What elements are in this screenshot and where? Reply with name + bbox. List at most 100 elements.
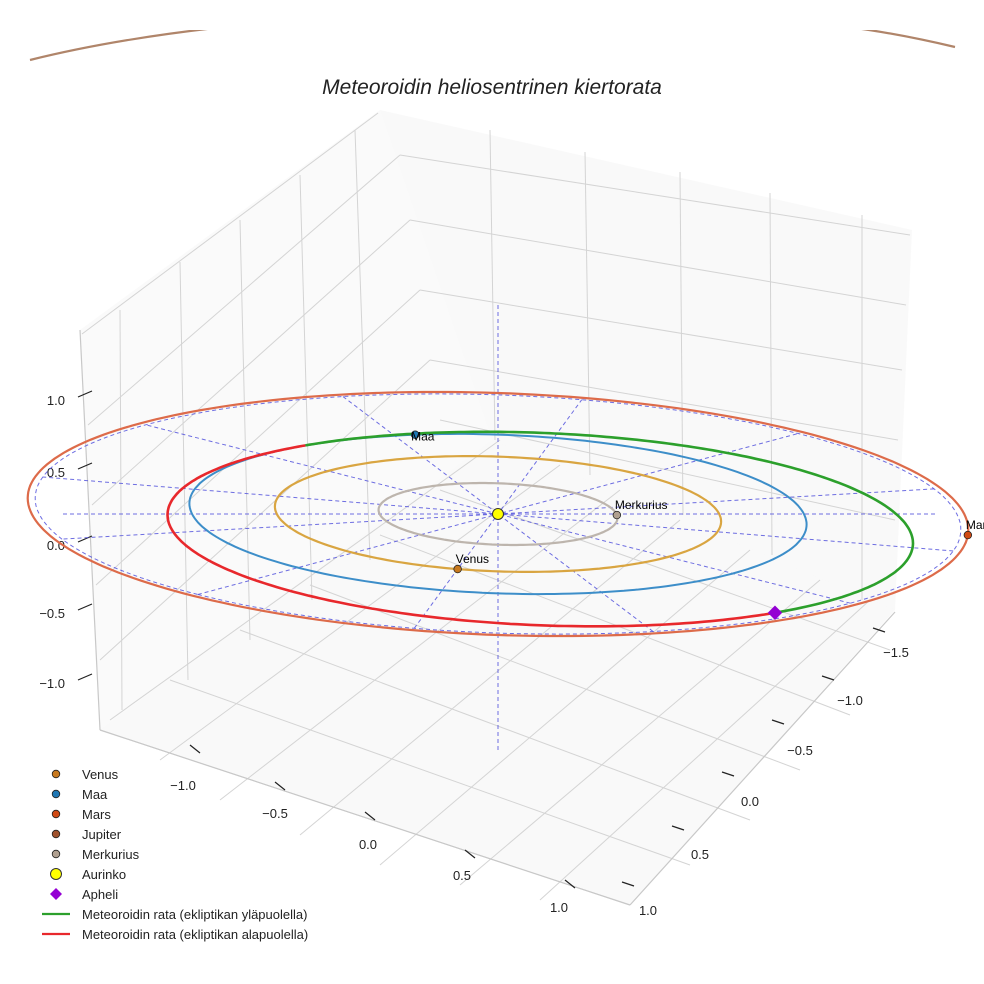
floor-grid-b-3 (309, 584, 801, 771)
legend-item-1-label: Maa (82, 787, 108, 802)
meteoroid-orbit (166, 430, 915, 628)
right-wall-grid-3 (429, 359, 899, 441)
y-tick-label: 0.0 (741, 794, 759, 809)
legend-item-6-label: Apheli (82, 887, 118, 902)
right-pane (380, 110, 912, 610)
y-tick-label: −1.0 (837, 693, 863, 708)
z-tick-label: 0.5 (47, 465, 65, 480)
chart-title: Meteoroidin heliosentrinen kiertorata (322, 76, 662, 99)
left-wall-vert-1 (179, 261, 189, 681)
orbit-merkurius (377, 481, 619, 547)
z-tick-mark (77, 535, 93, 543)
legend-item-1-swatch (51, 789, 61, 799)
left-wall-vert-0 (119, 309, 123, 711)
jupiter-orbit-arc (0, 0, 984, 62)
planet-markers: Merkurius Venus Maa Mars (410, 430, 984, 574)
legend-item-2-swatch (51, 809, 61, 819)
z-tick-mark (77, 603, 93, 611)
legend-item-5-swatch (50, 868, 62, 880)
orbit-maa (188, 432, 808, 596)
left-wall-grid-3 (95, 289, 421, 586)
z-tick-label: −1.0 (39, 676, 65, 691)
left-wall-vert-3 (299, 174, 313, 601)
legend-item-8-label: Meteoroidin rata (ekliptikan alapuolella… (82, 927, 308, 942)
x-tick-label: −1.0 (170, 778, 196, 793)
axes-grid (79, 112, 911, 906)
planet-label-maa: Maa (411, 430, 435, 444)
legend-item-3-swatch (51, 829, 61, 839)
box-edge-front (99, 729, 631, 906)
top-clip-mask (0, 0, 984, 30)
legend-item-3-label: Jupiter (82, 827, 122, 842)
sun-marker (492, 508, 504, 520)
floor-grid-b-5 (439, 489, 891, 651)
orbit-venus (273, 455, 723, 573)
right-wall-vert-1 (584, 151, 591, 476)
right-wall-grid-1 (409, 219, 907, 306)
right-wall-grid-4 (439, 419, 896, 521)
left-wall-grid-4 (99, 359, 431, 661)
aphelion-marker (767, 605, 783, 620)
left-wall-grid-0 (81, 112, 379, 335)
y-tick-mark (671, 825, 685, 831)
planet-marker-merkurius (612, 510, 622, 520)
floor-grid-a-6 (539, 599, 871, 901)
floor-grid-a-2 (219, 489, 621, 801)
axis-ticks: 1.0 0.5 0.0 −0.5 −1.0 −1.0 −0.5 0.0 0.5 1.0 −1.5 −1… (39, 390, 909, 918)
x-tick-label: −0.5 (262, 806, 288, 821)
y-tick-mark (621, 881, 635, 887)
left-wall-grid-1 (87, 154, 401, 426)
x-tick-mark (189, 744, 201, 754)
left-wall-vert-2 (239, 219, 251, 641)
floor-grid-a-3 (299, 519, 681, 836)
x-tick-mark (364, 811, 376, 821)
box-edge-right (629, 611, 896, 906)
legend-item-4-swatch (51, 849, 61, 859)
y-tick-label: 1.0 (639, 903, 657, 918)
planet-label-merkurius: Merkurius (615, 498, 668, 512)
x-tick-mark (464, 849, 476, 859)
floor-grid-a-5 (459, 579, 821, 886)
ecliptic-circle (34, 393, 962, 635)
floor-grid-b-1 (169, 679, 691, 866)
meteoroid-orbit-above-ecliptic (305, 430, 915, 614)
y-tick-mark (872, 627, 886, 633)
planet-label-mars: Mars (966, 518, 984, 532)
x-tick-label: 0.0 (359, 837, 377, 852)
x-tick-label: 1.0 (550, 900, 568, 915)
floor-grid-a-4 (379, 549, 751, 866)
y-tick-label: −0.5 (787, 743, 813, 758)
left-wall-grid-2 (91, 219, 411, 506)
y-tick-label: −1.5 (883, 645, 909, 660)
y-tick-label: 0.5 (691, 847, 709, 862)
x-tick-mark (274, 781, 286, 791)
floor-grid-b-2 (239, 629, 751, 821)
legend-item-6-swatch (50, 888, 62, 900)
z-tick-label: 1.0 (47, 393, 65, 408)
planet-marker-mars (963, 530, 973, 540)
z-tick-mark (77, 673, 93, 681)
left-pane (80, 110, 492, 730)
z-tick-label: 0.0 (47, 538, 65, 553)
y-tick-mark (821, 675, 835, 681)
z-tick-label: −0.5 (39, 606, 65, 621)
box-edge-left (79, 329, 101, 731)
jupiter-orbit-right (854, 26, 956, 49)
y-tick-mark (721, 771, 735, 777)
legend-item-0-label: Venus (82, 767, 119, 782)
legend: Venus Maa Mars Jupiter Merkurius Aurinko Aphel… (42, 767, 308, 942)
legend-item-0-swatch (51, 769, 61, 779)
right-wall-vert-2 (679, 171, 684, 516)
planet-label-venus: Venus (456, 552, 489, 566)
meteoroid-orbit-below-ecliptic (166, 444, 776, 628)
right-wall-vert-3 (769, 192, 773, 556)
orbit-mars (26, 390, 970, 638)
z-tick-mark (77, 462, 93, 470)
axes-panes (80, 110, 912, 905)
right-wall-grid-2 (419, 289, 903, 371)
z-tick-mark (77, 390, 93, 398)
planet-marker-maa (410, 430, 420, 439)
x-tick-label: 0.5 (453, 868, 471, 883)
jupiter-orbit-left (29, 26, 216, 62)
